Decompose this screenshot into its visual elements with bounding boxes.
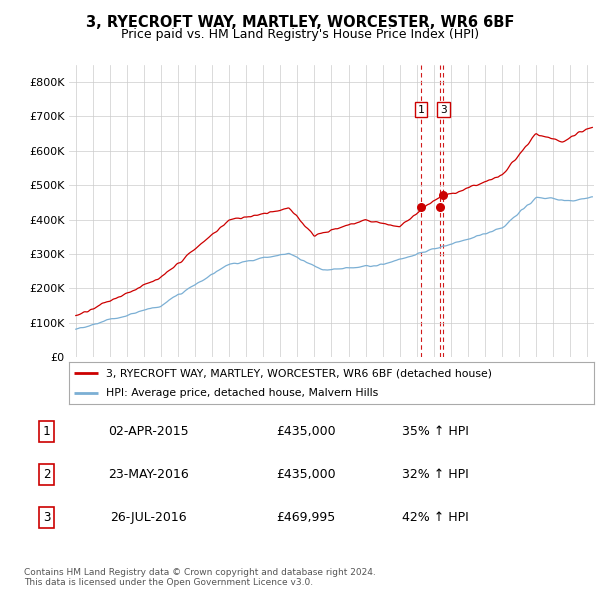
Text: 1: 1 — [43, 425, 50, 438]
Text: 02-APR-2015: 02-APR-2015 — [108, 425, 188, 438]
Text: 3, RYECROFT WAY, MARTLEY, WORCESTER, WR6 6BF (detached house): 3, RYECROFT WAY, MARTLEY, WORCESTER, WR6… — [106, 368, 492, 378]
Text: £435,000: £435,000 — [276, 425, 336, 438]
Text: 35% ↑ HPI: 35% ↑ HPI — [402, 425, 469, 438]
Text: 26-JUL-2016: 26-JUL-2016 — [110, 511, 187, 524]
Text: 1: 1 — [418, 104, 424, 114]
Text: 23-MAY-2016: 23-MAY-2016 — [108, 468, 188, 481]
Text: 3: 3 — [43, 511, 50, 524]
Text: Price paid vs. HM Land Registry's House Price Index (HPI): Price paid vs. HM Land Registry's House … — [121, 28, 479, 41]
Point — [416, 203, 426, 212]
Text: 42% ↑ HPI: 42% ↑ HPI — [403, 511, 469, 524]
Text: £469,995: £469,995 — [277, 511, 335, 524]
Text: 32% ↑ HPI: 32% ↑ HPI — [403, 468, 469, 481]
Text: 3: 3 — [440, 104, 447, 114]
Text: 3, RYECROFT WAY, MARTLEY, WORCESTER, WR6 6BF: 3, RYECROFT WAY, MARTLEY, WORCESTER, WR6… — [86, 15, 514, 30]
Text: £435,000: £435,000 — [276, 468, 336, 481]
Text: HPI: Average price, detached house, Malvern Hills: HPI: Average price, detached house, Malv… — [106, 388, 378, 398]
Point — [439, 191, 448, 200]
Point — [436, 203, 445, 212]
Text: Contains HM Land Registry data © Crown copyright and database right 2024.
This d: Contains HM Land Registry data © Crown c… — [24, 568, 376, 587]
Text: 2: 2 — [43, 468, 50, 481]
